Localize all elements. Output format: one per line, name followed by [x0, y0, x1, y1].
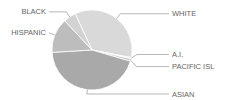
svg-text:WHITE: WHITE: [172, 9, 196, 18]
svg-text:HISPANIC: HISPANIC: [11, 28, 46, 37]
svg-text:A.I.: A.I.: [172, 50, 183, 59]
svg-text:ASIAN: ASIAN: [172, 90, 195, 99]
svg-text:BLACK: BLACK: [21, 7, 46, 16]
svg-text:PACIFIC ISL: PACIFIC ISL: [172, 62, 214, 71]
